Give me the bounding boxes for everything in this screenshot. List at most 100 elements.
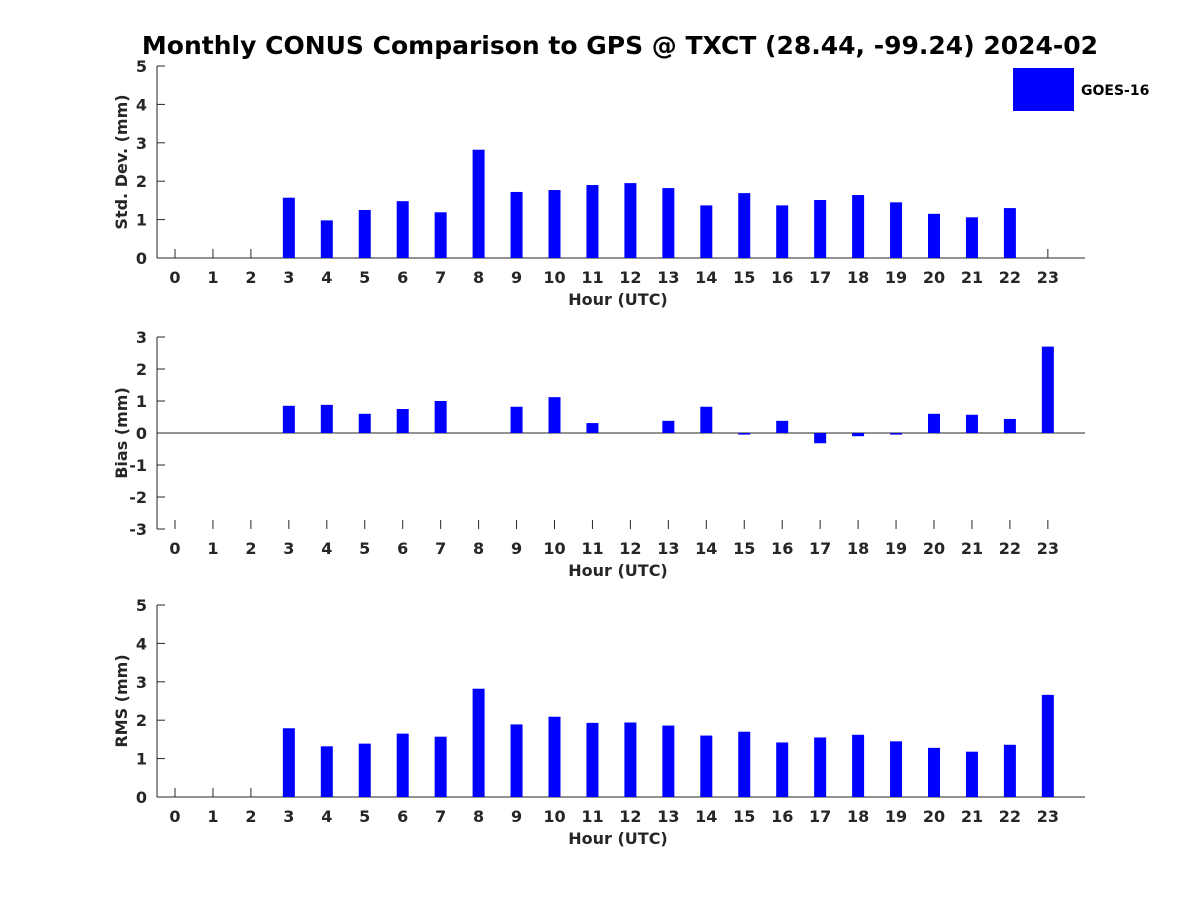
bias-y-tick-label: -1 [129, 456, 147, 475]
legend-swatch [1013, 68, 1074, 111]
rms-bar-hour-4 [320, 746, 333, 797]
stddev-x-tick-label: 1 [207, 268, 218, 287]
rms-x-tick-label: 18 [847, 807, 869, 826]
legend-label: GOES-16 [1081, 83, 1149, 99]
stddev-x-tick-label: 16 [771, 268, 793, 287]
stddev-bar-hour-12 [624, 183, 637, 258]
rms-x-tick-label: 0 [169, 807, 180, 826]
rms-y-tick-label: 0 [136, 788, 147, 807]
bias-x-tick-label: 0 [169, 539, 180, 558]
rms-bar-hour-5 [358, 743, 371, 797]
stddev-bar-hour-22 [1003, 208, 1016, 258]
rms-bar-hour-7 [434, 736, 447, 797]
bias-bar-hour-10 [548, 397, 561, 433]
rms-y-axis-label: RMS (mm) [112, 654, 131, 747]
stddev-x-tick-label: 4 [321, 268, 332, 287]
rms-y-tick-label: 5 [136, 596, 147, 615]
stddev-bar-hour-5 [358, 210, 371, 258]
rms-x-tick-label: 9 [511, 807, 522, 826]
stddev-x-tick-label: 2 [245, 268, 256, 287]
bias-bar-hour-9 [510, 406, 523, 433]
stddev-x-tick-label: 3 [283, 268, 294, 287]
stddev-x-tick-label: 13 [657, 268, 679, 287]
bias-x-tick-label: 15 [733, 539, 755, 558]
stddev-bar-hour-11 [586, 185, 599, 258]
rms-bar-hour-17 [814, 737, 827, 797]
rms-x-tick-label: 6 [397, 807, 408, 826]
rms-x-tick-label: 11 [581, 807, 603, 826]
bias-y-tick-label: -2 [129, 488, 147, 507]
stddev-x-tick-label: 17 [809, 268, 831, 287]
rms-x-tick-label: 2 [245, 807, 256, 826]
stddev-y-tick-label: 2 [136, 172, 147, 191]
bias-bar-hour-20 [928, 413, 940, 433]
stddev-y-tick-label: 4 [136, 95, 147, 114]
rms-x-tick-label: 14 [695, 807, 717, 826]
rms-x-tick-label: 22 [999, 807, 1021, 826]
stddev-bar-hour-7 [434, 212, 447, 258]
bias-bar-hour-4 [320, 404, 333, 433]
bias-x-tick-label: 8 [473, 539, 484, 558]
rms-x-tick-label: 23 [1037, 807, 1059, 826]
bias-x-tick-label: 4 [321, 539, 332, 558]
bias-x-tick-label: 1 [207, 539, 218, 558]
stddev-x-tick-label: 0 [169, 268, 180, 287]
stddev-bar-hour-14 [700, 205, 713, 258]
bias-x-tick-label: 10 [543, 539, 565, 558]
bias-y-axis-label: Bias (mm) [112, 387, 131, 479]
bias-x-tick-label: 7 [435, 539, 446, 558]
bias-x-tick-label: 21 [961, 539, 983, 558]
rms-y-tick-label: 1 [136, 750, 147, 769]
rms-x-tick-label: 21 [961, 807, 983, 826]
rms-bar-hour-22 [1003, 744, 1016, 797]
rms-x-tick-label: 5 [359, 807, 370, 826]
bias-y-tick-label: 0 [136, 424, 147, 443]
rms-bar-hour-19 [890, 741, 903, 797]
stddev-x-tick-label: 10 [543, 268, 565, 287]
rms-bar-hour-3 [282, 728, 295, 797]
rms-bar-hour-20 [928, 747, 940, 797]
rms-y-tick-label: 3 [136, 673, 147, 692]
stddev-x-tick-label: 8 [473, 268, 484, 287]
rms-x-tick-label: 1 [207, 807, 218, 826]
bias-bar-hour-5 [358, 413, 371, 433]
stddev-x-tick-label: 5 [359, 268, 370, 287]
bias-x-tick-label: 5 [359, 539, 370, 558]
stddev-bar-hour-18 [852, 195, 865, 258]
stddev-bar-hour-19 [890, 202, 903, 258]
stddev-bar-hour-20 [928, 213, 940, 258]
rms-x-axis-label: Hour (UTC) [568, 829, 668, 848]
stddev-x-tick-label: 7 [435, 268, 446, 287]
rms-bar-hour-12 [624, 722, 637, 797]
stddev-x-tick-label: 18 [847, 268, 869, 287]
rms-y-tick-label: 2 [136, 711, 147, 730]
stddev-x-tick-label: 19 [885, 268, 907, 287]
bias-x-tick-label: 22 [999, 539, 1021, 558]
stddev-bar-hour-8 [472, 149, 485, 258]
rms-bar-hour-6 [396, 733, 409, 797]
bias-x-tick-label: 19 [885, 539, 907, 558]
bias-bar-hour-11 [586, 423, 599, 433]
rms-bar-hour-13 [662, 725, 675, 797]
rms-x-tick-label: 15 [733, 807, 755, 826]
bias-bar-hour-21 [965, 414, 978, 433]
bias-y-tick-label: -3 [129, 520, 147, 539]
rms-bar-hour-16 [776, 742, 789, 797]
bias-x-tick-label: 11 [581, 539, 603, 558]
rms-x-tick-label: 8 [473, 807, 484, 826]
rms-bar-hour-15 [738, 731, 751, 797]
rms-bar-hour-14 [700, 735, 713, 797]
bias-bar-hour-7 [434, 401, 447, 433]
stddev-bar-hour-10 [548, 190, 561, 258]
rms-x-tick-label: 16 [771, 807, 793, 826]
bias-bar-hour-19 [890, 433, 903, 435]
bias-x-tick-label: 16 [771, 539, 793, 558]
stddev-x-tick-label: 9 [511, 268, 522, 287]
stddev-y-tick-label: 3 [136, 134, 147, 153]
stddev-bar-hour-6 [396, 201, 409, 258]
stddev-x-tick-label: 6 [397, 268, 408, 287]
bias-bar-hour-3 [282, 405, 295, 433]
stddev-bar-hour-13 [662, 188, 675, 258]
